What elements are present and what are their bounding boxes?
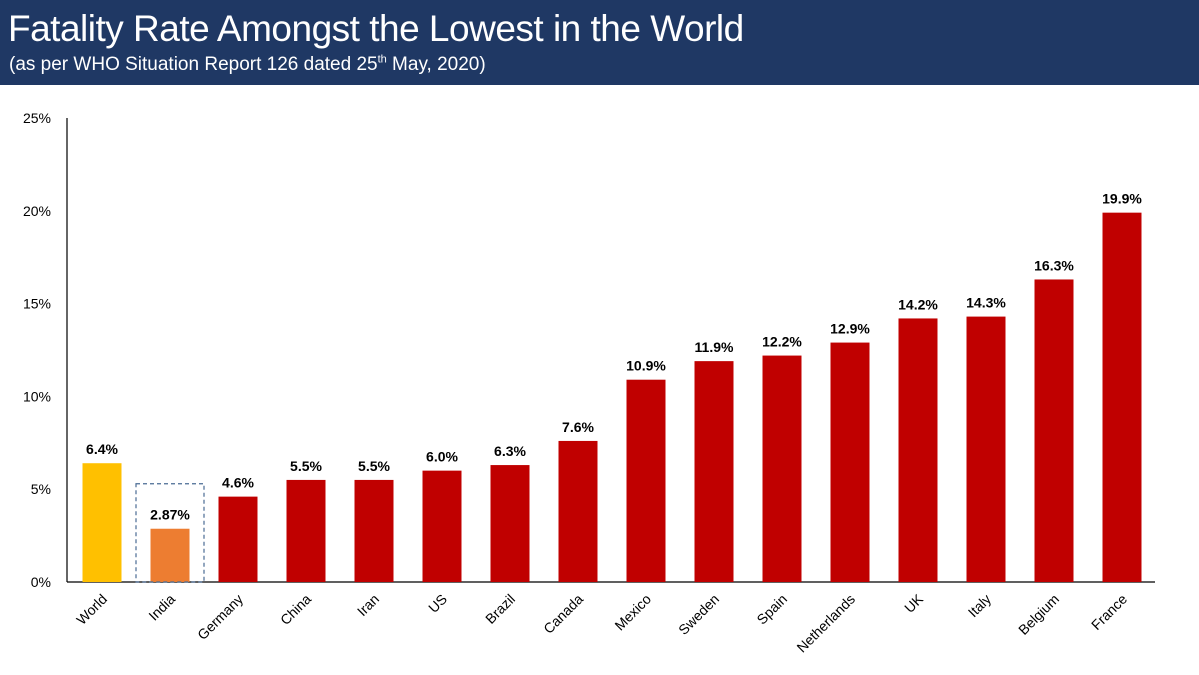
data-label: 5.5%: [358, 458, 390, 474]
bar-chart: 0%5%10%15%20%25% 6.4%2.87%4.6%5.5% 5.5%6.…: [23, 110, 1155, 656]
bar-iran: [354, 479, 394, 582]
y-tick-label: 5%: [31, 481, 51, 497]
data-label: 19.9%: [1102, 191, 1142, 207]
subtitle-suffix: May, 2020): [386, 54, 486, 75]
y-tick-label: 25%: [23, 110, 51, 126]
bar-mexico: [626, 379, 666, 582]
category-label: World: [73, 591, 110, 628]
bar-canada: [558, 440, 598, 582]
data-label: 12.9%: [830, 321, 870, 337]
category-label: Mexico: [611, 591, 654, 634]
bar-italy: [966, 316, 1006, 582]
data-label: 10.9%: [626, 358, 666, 374]
category-label: Italy: [965, 591, 994, 620]
bar-netherlands: [830, 342, 870, 582]
bar-spain: [762, 355, 802, 582]
bar-belgium: [1034, 279, 1074, 582]
data-label: 16.3%: [1034, 257, 1074, 273]
data-label: 7.6%: [562, 419, 594, 435]
data-label: 2.87%: [150, 507, 190, 523]
data-label: 6.3%: [494, 443, 526, 459]
bar-sweden: [694, 361, 734, 582]
category-label: Brazil: [482, 591, 518, 627]
bar-us: [422, 470, 462, 582]
y-tick-label: 10%: [23, 388, 51, 404]
subtitle-prefix: (as per WHO Situation Report 126 dated 2…: [9, 54, 378, 75]
bar-germany: [218, 496, 258, 582]
page-title: Fatality Rate Amongst the Lowest in the …: [8, 8, 744, 49]
category-label: Spain: [753, 591, 790, 628]
y-tick-label: 15%: [23, 296, 51, 312]
data-label: 4.6%: [222, 475, 254, 491]
y-tick-label: 0%: [31, 574, 51, 590]
data-label: 6.0%: [426, 449, 458, 465]
data-label: 11.9%: [695, 339, 734, 355]
category-label: US: [425, 591, 450, 616]
bar-france: [1102, 212, 1142, 582]
data-label: 14.3%: [966, 295, 1006, 311]
data-label: 6.4%: [86, 441, 118, 457]
page-subtitle: (as per WHO Situation Report 126 dated 2…: [9, 54, 486, 76]
data-label: 12.2%: [762, 334, 802, 350]
highlight-box: [135, 483, 205, 583]
bar-india: [150, 528, 190, 582]
category-label: Sweden: [675, 591, 722, 638]
bar-brazil: [490, 465, 530, 582]
data-label: 14.2%: [898, 296, 938, 312]
category-label: India: [145, 591, 178, 624]
category-label: China: [277, 591, 314, 628]
data-label: 5.5%: [290, 458, 322, 474]
bars: 6.4% 2.87% 4.6% 5.5% 5.5% 6.0% 6.3% 7.6% 10.9% 11…: [82, 191, 1142, 583]
category-label: Canada: [540, 591, 586, 637]
category-label: Iran: [354, 591, 382, 619]
subtitle-superscript: th: [377, 53, 387, 66]
category-label: UK: [901, 590, 927, 616]
y-tick-label: 20%: [23, 203, 51, 219]
bar-uk: [898, 318, 938, 582]
category-label: Germany: [194, 591, 246, 643]
category-label: Netherlands: [793, 591, 858, 656]
category-label: Belgium: [1015, 591, 1062, 638]
bar-china: [286, 479, 326, 582]
bar-world: [82, 463, 122, 582]
category-label: France: [1088, 591, 1130, 633]
header-banner: Fatality Rate Amongst the Lowest in the …: [0, 0, 1199, 85]
category-labels: World India Germany China Iran US Brazil Canada…: [73, 590, 1130, 655]
